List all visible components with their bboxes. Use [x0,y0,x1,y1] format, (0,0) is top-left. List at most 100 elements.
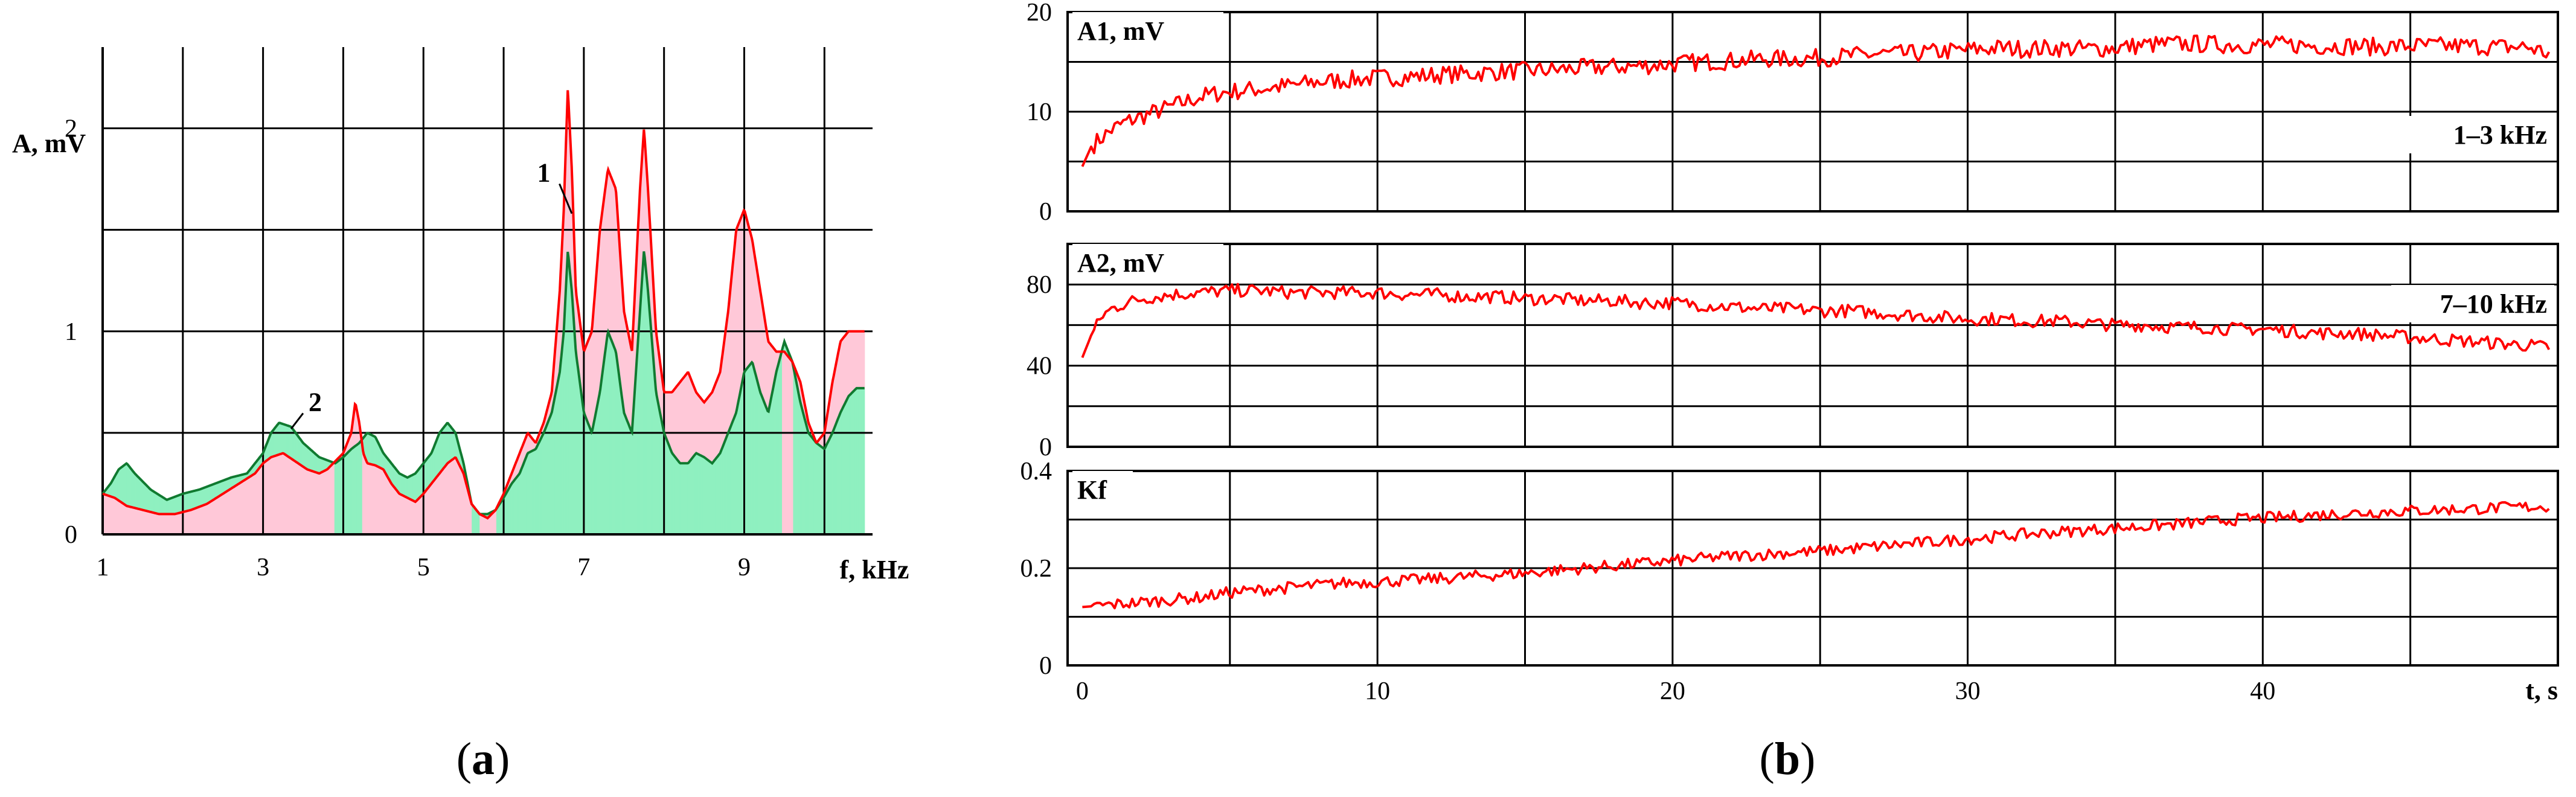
spectrum-fill-band [156,513,157,534]
time-x-tick-label: 20 [1660,677,1685,705]
spectrum-fill-band [822,447,824,534]
spectrum-fill-band [438,475,440,534]
spectrum-fill-band [414,501,416,534]
spectrum-fill-band [392,484,394,534]
a2-y-tick-label: 80 [1027,271,1052,299]
spectrum-fill-band [179,513,181,534]
spectrum-fill-band [632,334,634,420]
spectrum-fill-band [613,181,615,344]
spectrum-fill-band [205,504,207,534]
spectrum-fill-band [660,366,662,415]
spectrum-fill-band [774,348,775,383]
spectrum-fill-band [740,389,742,534]
spectrum-fill-band [710,394,712,463]
spectrum-fill-band [321,458,323,473]
spectrum-fill-band [847,333,848,400]
spectrum-fill-band [457,440,459,461]
spectrum-fill-band [703,456,705,534]
spectrum-fill-band [799,379,801,398]
spectrum-fill-band [543,422,545,433]
spectrum-fill-band [742,214,744,382]
spectrum-fill-band [311,450,313,471]
spectrum-fill-band [346,454,348,534]
spectrum-fill-band [213,484,214,501]
spectrum-fill-band [152,490,154,513]
spectrum-fill-band [449,461,451,534]
spectrum-fill-band [801,408,803,534]
spectrum-fill-band [130,468,132,507]
spectrum-fill-band [600,226,601,389]
spectrum-fill-band [204,505,206,534]
spectrum-fill-band [603,371,604,534]
spectrum-fill-band [222,481,223,495]
spectrum-fill-band [543,424,545,434]
spectrum-fill-band [530,436,532,452]
spectrum-fill-band [474,507,476,534]
spectrum-fill-band [838,420,839,534]
spectrum-fill-band [705,400,707,459]
spectrum-fill-band [731,425,732,534]
spectrum-fill-band [216,483,217,498]
spectrum-fill-band [249,470,251,477]
spectrum-fill-band [645,265,647,534]
time-x-tick-label: 0 [1076,677,1089,705]
spectrum-fill-band [520,472,522,534]
spectrum-fill-band [505,495,507,534]
spectrum-fill-band [167,499,169,514]
spectrum-fill-band [845,335,847,403]
spectrum-fill-band [353,422,354,449]
spectrum-fill-band [682,379,684,464]
spectrum-fill-band [762,397,764,534]
spectrum-fill-band [369,464,371,534]
spectrum-fill-band [418,499,420,534]
spectrum-fill-band [147,487,149,511]
spectrum-fill-band [512,482,514,534]
spectrum-fill-band [246,479,248,534]
spectrum-fill-band [768,342,770,412]
spectrum-fill-band [144,482,146,511]
spectrum-fill-band [535,449,537,534]
spectrum-fill-band [363,450,365,534]
spectrum-fill-band [324,459,325,472]
spectrum-fill-band [637,348,639,534]
spectrum-fill-band [818,444,820,534]
spectrum-fill-band [827,443,828,534]
spectrum-fill-band [290,458,292,534]
spectrum-fill-band [251,476,252,534]
spectrum-fill-band [335,463,337,534]
spectrum-fill-band [220,481,222,496]
spectrum-fill-band [394,466,396,487]
spectrum-fill-band [296,462,298,534]
spectrum-fill-band [257,460,259,471]
spectrum-fill-band [828,440,830,534]
spectrum-fill-band [205,504,207,534]
spectrum-fill-band [129,507,131,534]
spectrum-fill-band [553,371,555,405]
spectrum-fill-band [731,280,732,426]
spectrum-fill-band [646,273,648,534]
time-axis-label: t, s [2525,676,2558,705]
spectrum-fill-band [766,327,767,408]
spectrum-fill-band [304,444,306,468]
spectrum-fill-band [714,388,715,461]
spectrum-fill-band [619,377,621,534]
spectrum-fill-band [556,331,558,388]
spectrum-fill-band [835,368,837,426]
spectrum-fill-band [200,506,202,534]
spectrum-fill-band [284,424,286,454]
spectrum-fill-band [842,339,844,409]
spectrum-fill-band [402,475,403,495]
spectrum-fill-band [621,389,623,534]
spectrum-fill-band [643,263,644,534]
spectrum-fill-band [709,461,711,534]
spectrum-fill-band [714,386,716,461]
spectrum-fill-band [391,462,392,483]
spectrum-fill-band [591,430,592,534]
spectrum-fill-band [782,351,783,534]
spectrum-fill-band [513,482,514,534]
spectrum-fill-band [522,446,524,467]
spectrum-fill-band [366,460,368,534]
spectrum-fill-band [227,479,229,491]
spectrum-fill-band [527,434,529,455]
spectrum-fill-band [773,387,775,534]
